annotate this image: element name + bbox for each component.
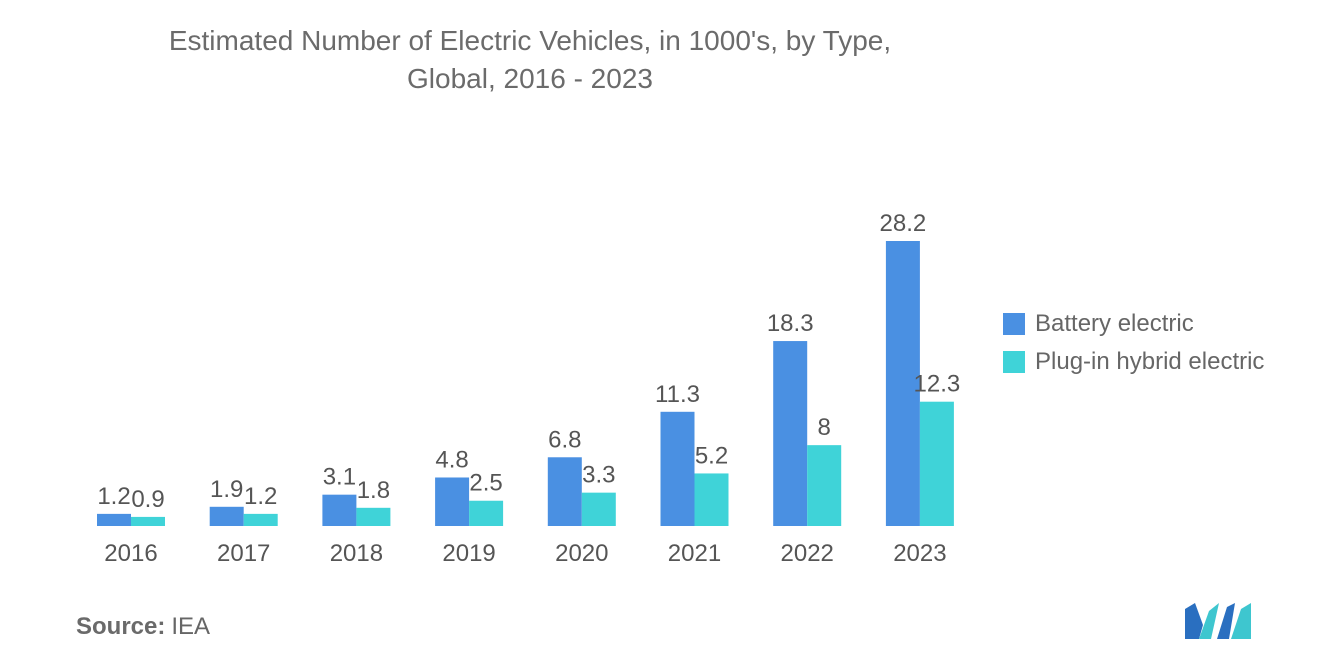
- bar-plugin-2022: [807, 445, 842, 526]
- data-label-battery-2020: 6.8: [548, 426, 581, 453]
- legend-swatch-battery: [1003, 313, 1025, 335]
- data-label-plugin-2022: 8: [818, 414, 831, 441]
- chart-title-line-1: Estimated Number of Electric Vehicles, i…: [168, 25, 892, 56]
- legend-item-battery[interactable]: Battery electric: [1003, 305, 1264, 343]
- x-tick-label-2022: 2022: [781, 540, 834, 567]
- legend-label-battery: Battery electric: [1035, 310, 1194, 337]
- x-tick-label-2017: 2017: [217, 540, 270, 567]
- data-label-battery-2018: 3.1: [323, 464, 356, 491]
- mordor-logo-icon: [1185, 603, 1251, 639]
- x-tick-label-2018: 2018: [330, 540, 383, 567]
- bar-plugin-2020: [581, 492, 616, 526]
- bar-plugin-2016: [131, 516, 165, 526]
- data-label-plugin-2023: 12.3: [914, 371, 961, 398]
- x-tick-label-2016: 2016: [104, 540, 157, 567]
- bar-plugin-2019: [469, 500, 504, 526]
- data-label-battery-2019: 4.8: [435, 446, 468, 473]
- bar-battery-2018: [322, 494, 357, 526]
- x-tick-label-2020: 2020: [555, 540, 608, 567]
- source-note: Source: IEA: [76, 613, 210, 641]
- data-label-plugin-2018: 1.8: [357, 477, 390, 504]
- x-tick-label-2023: 2023: [893, 540, 946, 567]
- x-tick-label-2019: 2019: [442, 540, 495, 567]
- bar-battery-2023: [885, 241, 920, 526]
- bar-battery-2020: [547, 457, 582, 526]
- data-label-plugin-2016: 0.9: [131, 486, 164, 513]
- x-tick-label-2021: 2021: [668, 540, 721, 567]
- data-label-battery-2021: 11.3: [655, 381, 700, 408]
- bar-battery-2019: [435, 477, 470, 526]
- source-value: IEA: [171, 613, 211, 640]
- chart-title: Estimated Number of Electric Vehicles, i…: [70, 22, 990, 98]
- bar-plugin-2018: [356, 507, 391, 526]
- data-label-battery-2023: 28.2: [880, 210, 927, 237]
- bar-plugin-2023: [919, 401, 954, 526]
- legend-label-plugin: Plug-in hybrid electric: [1035, 348, 1265, 375]
- bar-battery-2021: [660, 411, 695, 526]
- bar-plugin-2021: [694, 473, 729, 526]
- bar-battery-2017: [209, 506, 244, 526]
- source-label: Source:: [76, 613, 166, 640]
- chart-title-line-2: Global, 2016 - 2023: [407, 63, 653, 94]
- bar-battery-2022: [773, 341, 808, 526]
- data-label-battery-2017: 1.9: [210, 476, 243, 503]
- data-label-battery-2022: 18.3: [767, 310, 814, 337]
- data-label-plugin-2019: 2.5: [469, 470, 502, 497]
- bar-battery-2016: [97, 513, 131, 526]
- legend-swatch-plugin: [1003, 351, 1025, 373]
- legend: Battery electric Plug-in hybrid electric: [1003, 305, 1264, 381]
- data-label-plugin-2017: 1.2: [244, 483, 277, 510]
- data-label-battery-2016: 1.2: [97, 483, 130, 510]
- data-label-plugin-2021: 5.2: [695, 442, 728, 469]
- bar-plugin-2017: [243, 513, 278, 526]
- legend-item-plugin[interactable]: Plug-in hybrid electric: [1003, 343, 1264, 381]
- data-label-plugin-2020: 3.3: [582, 462, 615, 489]
